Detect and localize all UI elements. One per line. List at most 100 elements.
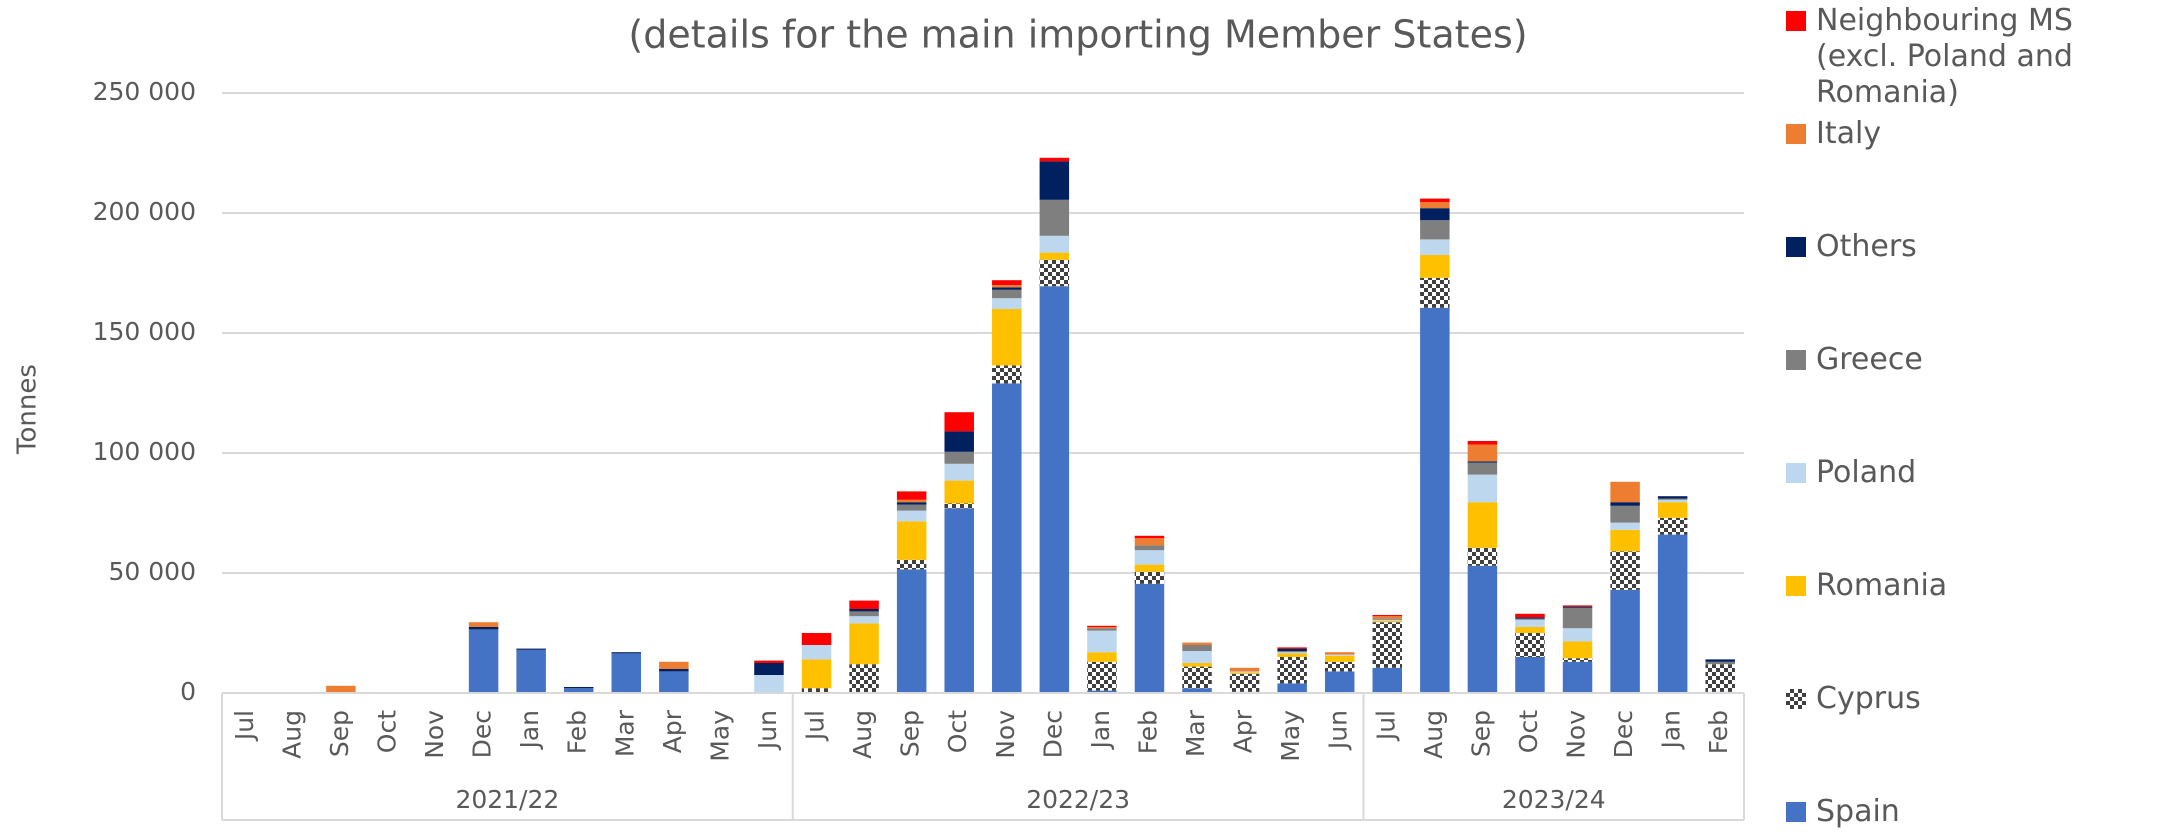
bar-segment [1372, 619, 1403, 621]
bar-segment [1372, 618, 1403, 620]
x-tick-label: May [1276, 710, 1305, 762]
bar-segment [1134, 550, 1165, 565]
chart: (details for the main importing Member S… [13, 13, 1745, 821]
bar-segment [896, 521, 927, 560]
bar-segment [1039, 286, 1070, 693]
x-tick-label: Apr [658, 709, 687, 753]
bar-segment [1610, 481, 1640, 503]
bar-segment [1277, 683, 1307, 693]
bar-segment [896, 559, 927, 570]
x-tick-label: Sep [325, 710, 354, 757]
bar-segment [1229, 672, 1260, 674]
bar-segment [992, 309, 1022, 366]
bar-segment [1134, 564, 1165, 572]
bar-segment [1420, 208, 1450, 221]
x-tick-label: Dec [1038, 710, 1067, 758]
bar-segment [801, 659, 832, 689]
bar-segment [611, 652, 642, 654]
legend-label: Poland [1816, 455, 1917, 490]
legend-swatch [1786, 350, 1806, 370]
x-tick-label: Jul [801, 710, 830, 742]
bar-segment [1467, 474, 1498, 503]
x-tick-label: Jan [515, 710, 544, 751]
bar-segment [849, 623, 879, 665]
bar-segment [1039, 259, 1070, 287]
bar-segment [659, 661, 689, 669]
bar-segment [1610, 522, 1640, 530]
y-tick-label: 150 000 [93, 317, 196, 346]
x-tick-label: Nov [420, 710, 449, 759]
x-tick-label: Sep [896, 710, 925, 757]
bar-segment [1420, 277, 1450, 308]
bar-segment [849, 609, 879, 612]
y-tick-label: 50 000 [109, 557, 196, 586]
bar-segment [516, 648, 546, 650]
bar-segment [992, 287, 1022, 290]
bar-segment [1087, 690, 1117, 693]
x-tick-label: Feb [1133, 710, 1162, 754]
bar-segment [801, 633, 832, 645]
bar-segment [1134, 571, 1165, 584]
bar-segment [1515, 613, 1545, 618]
bar-segment [1324, 661, 1355, 672]
bar-segment [1087, 628, 1117, 631]
bar-segment [896, 569, 927, 693]
legend-item: Cyprus [1786, 681, 2156, 717]
legend-item: Poland [1786, 455, 2156, 491]
y-tick-label: 0 [180, 677, 196, 706]
bar-segment [611, 653, 642, 693]
legend-label: Neighbouring MS (excl. Poland and Romani… [1816, 3, 2073, 110]
bar-segment [1372, 616, 1403, 619]
bar-segment [896, 510, 927, 522]
bar-segment [1039, 161, 1070, 200]
bar-segment [754, 675, 784, 693]
bar-segment [1562, 607, 1593, 629]
bar-segment [1467, 547, 1498, 566]
group-label: 2023/24 [1502, 785, 1606, 814]
bar-segment [1562, 641, 1593, 659]
legend-item: Romania [1786, 568, 2156, 604]
legend-item: Greece [1786, 342, 2156, 378]
bar-segment [801, 645, 832, 660]
bar-segment [992, 298, 1022, 309]
bar-segment [1134, 545, 1165, 551]
bar-segment [992, 280, 1022, 285]
x-tick-label: Dec [468, 710, 497, 758]
bar-segment [1134, 535, 1165, 539]
bar-segment [1467, 462, 1498, 475]
bar-segment [896, 504, 927, 511]
bar-segment [944, 451, 974, 464]
bar-segment [1087, 661, 1117, 691]
bar-segment [1420, 307, 1450, 693]
x-tick-label: Jul [1371, 710, 1400, 742]
bar-segment [754, 660, 784, 663]
bar-segment [1229, 671, 1260, 673]
bar-segment [1467, 461, 1498, 463]
chart-title: (details for the main importing Member S… [628, 13, 1527, 57]
bar-segment [1610, 505, 1640, 523]
x-tick-label: Sep [1466, 710, 1495, 757]
bar-segment [1134, 583, 1165, 693]
bar-segment [896, 491, 927, 500]
bar-segment [1182, 651, 1212, 663]
legend-label: Spain [1816, 794, 1900, 829]
legend: Spain Cyprus Romania Poland Greece Others Ital… [1786, 0, 2174, 832]
legend-swatch [1786, 802, 1806, 822]
x-tick-label: Mar [610, 709, 639, 757]
bar-segment [1657, 534, 1688, 693]
bar-segment [1277, 651, 1307, 653]
bar-segment [1039, 235, 1070, 253]
bar-segment [563, 688, 594, 693]
bar-segment [1277, 657, 1307, 684]
legend-label: Cyprus [1816, 681, 1921, 716]
legend-swatch [1786, 11, 1806, 31]
bar-segment [1324, 671, 1355, 693]
bar-segment [944, 480, 974, 504]
bar-segment [1562, 628, 1593, 642]
bar-segment [1372, 667, 1403, 693]
bar-segment [849, 611, 879, 617]
bar-segment [1467, 441, 1498, 445]
group-label: 2021/22 [455, 785, 559, 814]
bar-segment [1562, 606, 1593, 608]
